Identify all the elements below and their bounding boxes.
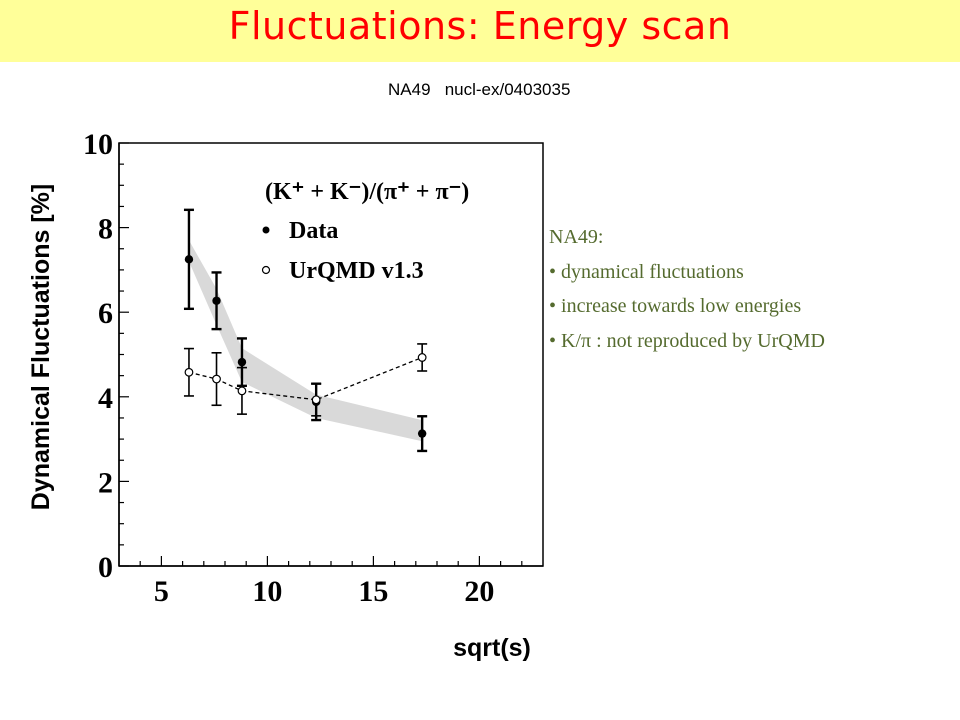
y-tick-label: 0: [98, 551, 113, 584]
urqmd-point: [237, 386, 247, 396]
notes-panel: NA49: dynamical fluctuations increase to…: [549, 220, 825, 358]
y-tick-label: 8: [98, 213, 113, 246]
x-tick-label: 5: [154, 575, 169, 608]
notes-heading: NA49:: [549, 226, 604, 248]
x-tick-label: 20: [464, 575, 494, 608]
data-point: [212, 296, 221, 305]
slide-title: Fluctuations: Energy scan: [228, 4, 732, 48]
legend-marker-urqmd: [261, 265, 271, 275]
legend-label-urqmd: UrQMD v1.3: [289, 258, 424, 284]
urqmd-point: [184, 367, 194, 377]
urqmd-point: [311, 395, 321, 405]
series: [183, 208, 428, 453]
legend-label-data: Data: [289, 218, 338, 244]
notes-bullet: dynamical fluctuations: [549, 255, 825, 290]
notes-bullet: K/π : not reproduced by UrQMD: [549, 324, 825, 359]
legend: Data UrQMD v1.3: [261, 218, 424, 284]
slide-subtitle: NA49 nucl-ex/0403035: [388, 80, 571, 99]
urqmd-point: [417, 353, 427, 362]
notes-bullet: increase towards low energies: [549, 289, 825, 324]
systematic-band: [188, 240, 423, 442]
axes: 0 2 4 6 8 10 5 10 15 20: [83, 128, 543, 608]
data-point: [417, 429, 427, 438]
y-tick-label: 10: [83, 128, 113, 161]
title-bar: [0, 0, 960, 62]
x-tick-label: 15: [358, 575, 388, 608]
urqmd-point: [212, 374, 221, 384]
band-area: [188, 240, 423, 442]
plot-frame: [118, 142, 544, 567]
y-tick-label: 2: [98, 466, 113, 499]
x-tick-label: 10: [252, 575, 282, 608]
data-point: [237, 357, 247, 367]
y-tick-label: 4: [98, 382, 113, 415]
legend-marker-data: [262, 226, 270, 234]
y-axis-label: Dynamical Fluctuations [%]: [27, 184, 55, 510]
x-axis-label: sqrt(s): [453, 634, 531, 662]
chart-annotation: (K⁺ + K⁻)/(π⁺ + π⁻): [265, 179, 469, 205]
y-tick-label: 6: [98, 297, 113, 330]
data-point: [184, 255, 194, 264]
